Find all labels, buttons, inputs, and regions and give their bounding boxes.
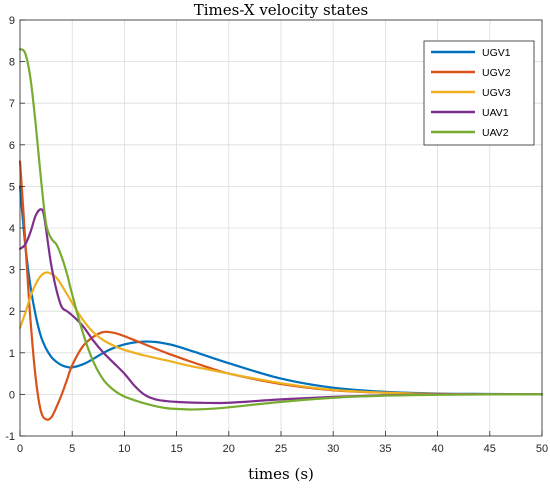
y-tick-label: 6 bbox=[9, 140, 15, 152]
legend-label-uav1: UAV1 bbox=[482, 107, 509, 119]
legend-label-ugv2: UGV2 bbox=[482, 67, 511, 79]
y-tick-label: 8 bbox=[9, 57, 15, 69]
x-tick-label: 0 bbox=[17, 443, 23, 455]
series-line-ugv1 bbox=[18, 185, 544, 396]
y-tick-label: 5 bbox=[9, 181, 15, 193]
series-line-ugv3 bbox=[18, 271, 544, 396]
y-tick-label: 3 bbox=[9, 265, 15, 277]
x-tick-label: 25 bbox=[275, 443, 287, 455]
y-tick-label: 9 bbox=[9, 15, 15, 27]
y-tick-label: 2 bbox=[9, 306, 15, 318]
y-tick-label: 1 bbox=[9, 348, 15, 360]
x-tick-label: 30 bbox=[327, 443, 339, 455]
x-tick-label: 10 bbox=[118, 443, 130, 455]
series-line-uav2 bbox=[18, 48, 544, 411]
x-tick-label: 15 bbox=[170, 443, 182, 455]
x-tick-label: 45 bbox=[484, 443, 496, 455]
legend: UGV1 UGV2 UGV3 UAV1 UAV2 bbox=[423, 40, 535, 146]
y-tick-label: 4 bbox=[9, 223, 15, 235]
x-tick-label: 50 bbox=[536, 443, 548, 455]
x-tick-label: 35 bbox=[379, 443, 391, 455]
series-layer bbox=[18, 48, 544, 421]
y-tick-label: 0 bbox=[9, 389, 15, 401]
legend-label-ugv3: UGV3 bbox=[482, 87, 511, 99]
x-tick-label: 20 bbox=[223, 443, 235, 455]
y-tick-label: 7 bbox=[9, 98, 15, 110]
legend-label-uav2: UAV2 bbox=[482, 127, 509, 139]
x-axis-label: times (s) bbox=[248, 465, 314, 483]
legend-label-ugv1: UGV1 bbox=[482, 47, 511, 59]
x-tick-label: 40 bbox=[431, 443, 443, 455]
y-tick-label: -1 bbox=[5, 431, 15, 443]
chart-title: Times-X velocity states bbox=[194, 1, 369, 19]
x-tick-label: 5 bbox=[69, 443, 75, 455]
